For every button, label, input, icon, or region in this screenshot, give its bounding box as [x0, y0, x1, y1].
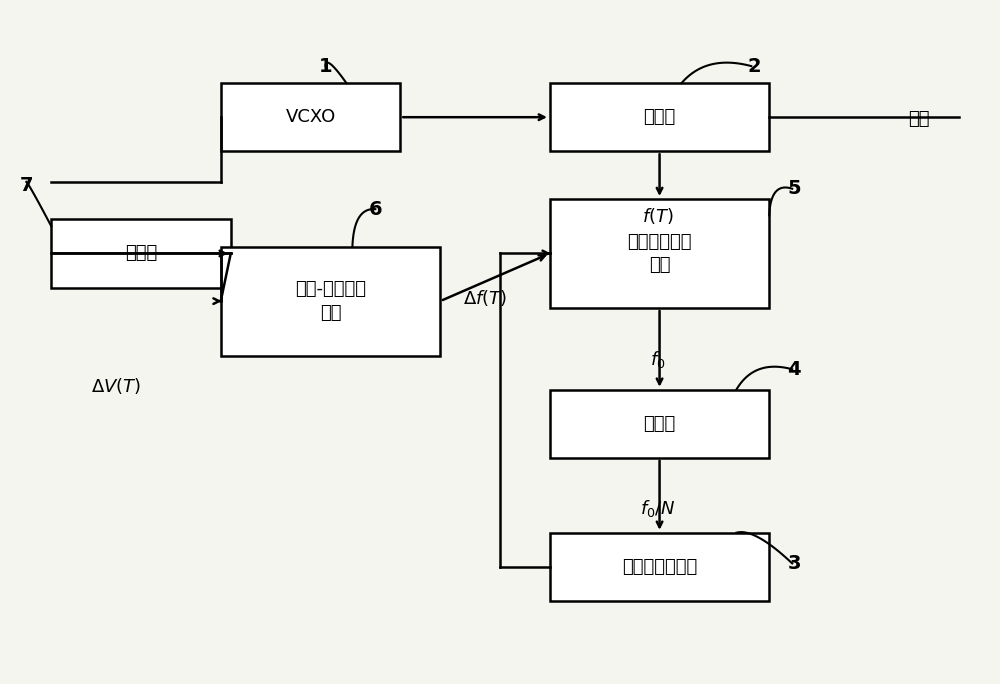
FancyBboxPatch shape [221, 247, 440, 356]
FancyBboxPatch shape [550, 533, 769, 601]
Text: 低频信号发生器: 低频信号发生器 [622, 558, 697, 576]
Text: 3: 3 [787, 554, 801, 573]
FancyBboxPatch shape [550, 83, 769, 151]
FancyBboxPatch shape [221, 83, 400, 151]
FancyBboxPatch shape [550, 390, 769, 458]
Text: 5: 5 [787, 179, 801, 198]
Text: $\Delta V(T)$: $\Delta V(T)$ [91, 376, 141, 396]
Text: $f_0$: $f_0$ [650, 349, 665, 369]
Text: 倍频器: 倍频器 [643, 415, 676, 433]
Text: VCXO: VCXO [285, 108, 336, 126]
Text: 1: 1 [319, 57, 332, 76]
Text: $\Delta f(T)$: $\Delta f(T)$ [463, 288, 507, 308]
FancyBboxPatch shape [51, 220, 231, 287]
Text: 7: 7 [20, 176, 33, 195]
Text: 频率偏差计算
模块: 频率偏差计算 模块 [627, 233, 692, 274]
FancyBboxPatch shape [550, 199, 769, 308]
Text: 功分器: 功分器 [643, 108, 676, 126]
Text: 输出: 输出 [908, 109, 930, 127]
Text: 2: 2 [747, 57, 761, 76]
Text: 6: 6 [369, 200, 382, 219]
Text: $f_0/N$: $f_0/N$ [640, 499, 676, 519]
Text: 滤波器: 滤波器 [125, 244, 157, 263]
Text: 4: 4 [787, 360, 801, 379]
Text: $f(T)$: $f(T)$ [642, 206, 673, 226]
Text: 频率-电压转换
模块: 频率-电压转换 模块 [295, 280, 366, 322]
